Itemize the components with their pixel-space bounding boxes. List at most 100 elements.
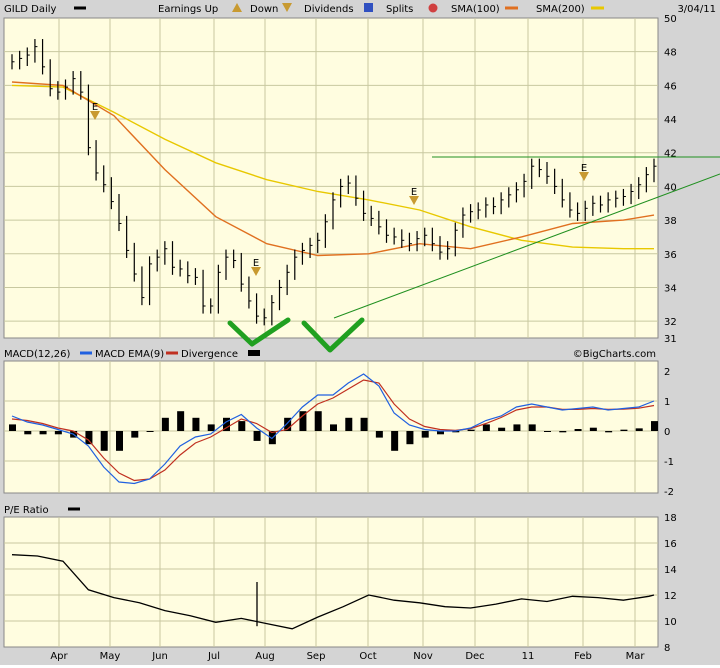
x-tick-label: Aug (255, 651, 275, 662)
macd-tick-label: 2 (664, 367, 670, 378)
divergence-bar (528, 424, 536, 431)
divergence-bar (192, 417, 200, 431)
earnings-marker (90, 111, 100, 120)
earnings-marker-label: E (92, 102, 98, 113)
price-tick-label: 38 (664, 216, 677, 227)
earnings-down-icon (282, 3, 292, 12)
pe-layer (11, 554, 655, 630)
divergence-bar (482, 424, 490, 431)
pe-title: P/E Ratio (4, 505, 49, 516)
divergence-bar (589, 427, 597, 431)
divergence-bar (513, 424, 521, 431)
divergence-bar (391, 431, 399, 451)
divergence-bar (54, 431, 62, 435)
macd-tick-label: -1 (664, 457, 674, 468)
date-label: 3/04/11 (677, 4, 716, 15)
earnings-up-label: Earnings Up (158, 4, 218, 15)
divergence-bar (452, 431, 460, 433)
header-legend: GILD Daily Earnings Up Down Dividends Sp… (4, 3, 716, 15)
x-tick-label: Sep (307, 651, 326, 662)
splits-icon (428, 3, 438, 13)
price-tick-label: 48 (664, 48, 677, 59)
divergence-bar (498, 427, 506, 431)
x-tick-label: Mar (626, 651, 646, 662)
divergence-bar (223, 417, 230, 431)
pe-legend: P/E Ratio (4, 505, 80, 516)
pe-tick-label: 14 (664, 565, 677, 576)
x-tick-label: Feb (574, 651, 592, 662)
divergence-bar (406, 431, 414, 445)
x-tick-label: Dec (465, 651, 484, 662)
price-layer: E E E E (11, 39, 720, 326)
x-tick-label: Jul (207, 651, 220, 662)
divergence-bar (39, 431, 47, 435)
x-tick-label: May (100, 651, 121, 662)
earnings-marker-label: E (411, 187, 417, 198)
check-mark-left (227, 317, 291, 347)
watermark: ©BigCharts.com (573, 349, 656, 360)
divergence-bar (635, 428, 643, 431)
divergence-bar (177, 411, 185, 431)
price-tick-label: 32 (664, 317, 677, 328)
divergence-bar (544, 431, 551, 432)
divergence-bar (421, 431, 429, 438)
earnings-marker (579, 172, 589, 181)
pe-tick-label: 8 (664, 643, 670, 654)
divergence-bar (605, 431, 613, 433)
price-tick-label: 34 (664, 283, 677, 294)
divergence-bar (620, 429, 628, 431)
divergence-bar (345, 417, 353, 431)
macd-layer (9, 373, 658, 485)
divergence-bar (116, 431, 123, 451)
macd-legend: MACD(12,26) MACD EMA(9) Divergence ©BigC… (4, 349, 656, 360)
x-tick-label: Nov (413, 651, 433, 662)
support-trendline (333, 173, 720, 319)
macd-tick-label: 0 (664, 427, 670, 438)
earnings-up-icon (232, 3, 242, 12)
pe-tick-label: 16 (664, 539, 677, 550)
earnings-marker (251, 267, 261, 276)
pe-tick-label: 18 (664, 513, 677, 524)
check-mark-right (301, 317, 365, 353)
pe-panel (3, 516, 659, 648)
divergence-bar (574, 429, 582, 431)
macd-title: MACD(12,26) (4, 349, 71, 360)
sma200-line (11, 84, 654, 250)
divergence-bar (131, 431, 139, 438)
axis-layer: 5048464442403836343231210-1-218161412108… (50, 14, 676, 662)
divergence-bar (161, 417, 169, 431)
dividends-icon (364, 3, 373, 12)
x-tick-label: Apr (50, 651, 68, 662)
price-tick-label: 42 (664, 149, 677, 160)
price-tick-label: 50 (664, 14, 677, 25)
macd-ema-label: MACD EMA(9) (95, 349, 164, 360)
splits-label: Splits (386, 4, 413, 15)
divergence-bar (437, 431, 444, 435)
divergence-bar (375, 431, 383, 438)
divergence-bar (85, 431, 93, 445)
divergence-bar (146, 431, 154, 432)
divergence-bar (24, 431, 32, 435)
divergence-bar (299, 411, 307, 431)
down-label: Down (250, 4, 278, 15)
price-tick-label: 44 (664, 115, 677, 126)
macd-tick-label: 1 (664, 397, 670, 408)
divergence-bar (100, 431, 108, 451)
divergence-bar (284, 417, 292, 431)
divergence-bar (651, 421, 658, 431)
divergence-bar (467, 429, 475, 431)
x-tick-label: Jun (151, 651, 168, 662)
divergence-bar (238, 421, 246, 431)
ticker-label: GILD Daily (4, 4, 57, 15)
dividends-label: Dividends (304, 4, 354, 15)
x-tick-label: 11 (522, 651, 535, 662)
pe-ratio-line (11, 554, 655, 630)
price-tick-label: 40 (664, 182, 677, 193)
sma200-label: SMA(200) (536, 4, 585, 15)
earnings-marker-label: E (581, 163, 587, 174)
pe-tick-label: 10 (664, 617, 677, 628)
divergence-bar (314, 411, 322, 431)
divergence-bar (330, 424, 337, 431)
divergence-bar (253, 431, 261, 441)
